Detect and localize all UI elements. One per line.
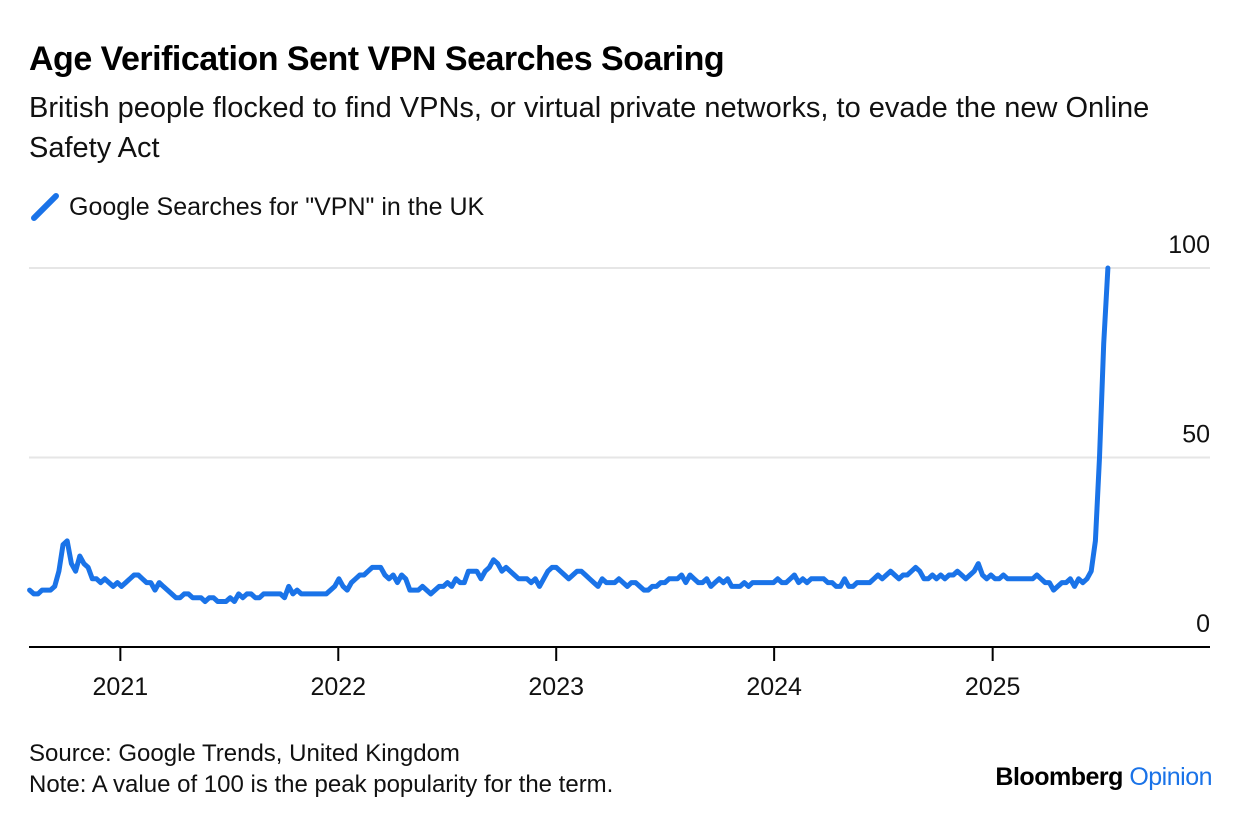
x-tick-label: 2024 bbox=[746, 673, 802, 701]
legend: Google Searches for "VPN" in the UK bbox=[29, 190, 484, 224]
brand-logo[interactable]: Bloomberg Opinion bbox=[995, 763, 1212, 792]
chart-subtitle: British people flocked to find VPNs, or … bbox=[29, 92, 1150, 164]
series-line-0 bbox=[27, 265, 1111, 604]
axes: 0 50 100 2021 2022 2023 2024 2025 bbox=[29, 231, 1210, 701]
legend-line-icon bbox=[31, 193, 59, 221]
note-text: Note: A value of 100 is the peak popular… bbox=[29, 771, 614, 798]
chart-title: Age Verification Sent VPN Searches Soari… bbox=[29, 40, 725, 78]
x-tick-label: 2025 bbox=[965, 673, 1021, 701]
x-tick-label: 2023 bbox=[528, 673, 584, 701]
source-note: Source: Google Trends, United Kingdom No… bbox=[29, 738, 613, 800]
brand-name: Bloomberg bbox=[995, 763, 1123, 791]
brand-section: Opinion bbox=[1129, 763, 1212, 791]
y-tick-label: 0 bbox=[1196, 610, 1210, 638]
y-tick-label: 50 bbox=[1182, 421, 1210, 449]
y-tick-label: 100 bbox=[1168, 231, 1210, 259]
x-tick-label: 2021 bbox=[93, 673, 149, 701]
gridlines bbox=[29, 267, 1210, 459]
series-layer bbox=[27, 265, 1111, 604]
legend-label: Google Searches for "VPN" in the UK bbox=[69, 192, 485, 221]
source-text: Source: Google Trends, United Kingdom bbox=[29, 740, 460, 767]
x-tick-label: 2022 bbox=[310, 673, 366, 701]
